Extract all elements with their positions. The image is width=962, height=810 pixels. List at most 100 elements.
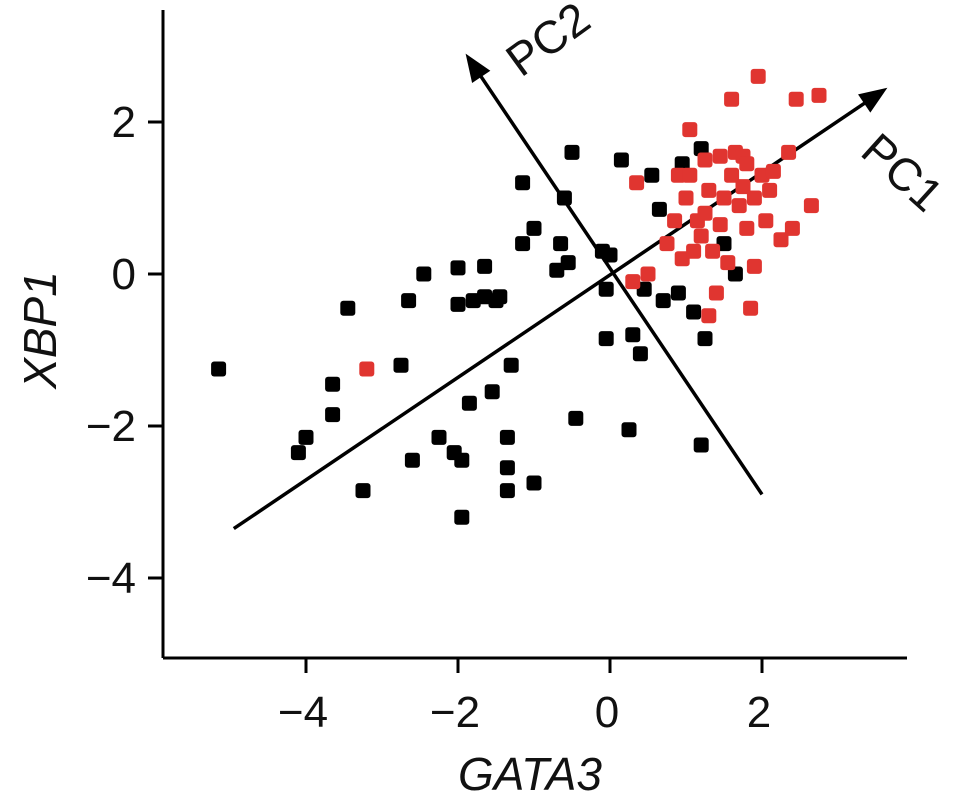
data-point bbox=[739, 156, 755, 172]
data-point bbox=[598, 331, 614, 347]
x-axis-title: GATA3 bbox=[458, 748, 602, 800]
data-point bbox=[765, 163, 781, 179]
data-point bbox=[598, 281, 614, 297]
data-point bbox=[484, 384, 500, 400]
data-point bbox=[632, 346, 648, 362]
data-point bbox=[359, 361, 375, 377]
data-point bbox=[758, 213, 774, 229]
data-point bbox=[404, 452, 420, 468]
data-point bbox=[450, 260, 466, 276]
data-point bbox=[705, 243, 721, 259]
data-point bbox=[651, 201, 667, 217]
data-point bbox=[515, 175, 531, 191]
data-point bbox=[640, 266, 656, 282]
y-tick-label: −2 bbox=[86, 402, 136, 451]
axes bbox=[161, 10, 907, 660]
data-point bbox=[716, 190, 732, 206]
data-point bbox=[560, 255, 576, 271]
data-point bbox=[477, 289, 493, 305]
data-point bbox=[697, 152, 713, 168]
data-point bbox=[499, 483, 515, 499]
data-point bbox=[693, 141, 709, 157]
data-point bbox=[682, 122, 698, 138]
data-point bbox=[503, 357, 519, 373]
data-point bbox=[492, 289, 508, 305]
data-point bbox=[553, 236, 569, 252]
x-tick-label: −2 bbox=[430, 688, 480, 737]
data-point bbox=[784, 220, 800, 236]
y-tick-label: 0 bbox=[112, 250, 136, 299]
data-point bbox=[693, 228, 709, 244]
x-tick-label: 2 bbox=[747, 688, 771, 737]
data-point bbox=[674, 156, 690, 172]
pc-arrows bbox=[232, 53, 888, 531]
data-point bbox=[636, 281, 652, 297]
data-point bbox=[682, 167, 698, 183]
data-point bbox=[686, 243, 702, 259]
data-point bbox=[393, 357, 409, 373]
data-point bbox=[803, 198, 819, 214]
data-point bbox=[708, 285, 724, 301]
data-point bbox=[454, 452, 470, 468]
data-point bbox=[477, 258, 493, 274]
x-tick-label: −4 bbox=[278, 688, 328, 737]
data-point bbox=[340, 300, 356, 316]
data-point bbox=[811, 87, 827, 103]
data-point bbox=[355, 483, 371, 499]
data-point bbox=[613, 152, 629, 168]
data-point bbox=[644, 167, 660, 183]
data-point bbox=[629, 175, 645, 191]
data-point bbox=[670, 285, 686, 301]
data-point bbox=[450, 296, 466, 312]
data-point bbox=[625, 327, 641, 343]
data-point bbox=[659, 236, 675, 252]
data-point bbox=[431, 429, 447, 445]
y-ticks: −4 −2 0 2 bbox=[86, 98, 163, 603]
data-point bbox=[621, 422, 637, 438]
data-point bbox=[556, 190, 572, 206]
data-point bbox=[743, 300, 759, 316]
x-ticks: −4 −2 0 2 bbox=[278, 658, 771, 737]
data-point bbox=[701, 182, 717, 198]
data-point bbox=[290, 445, 306, 461]
pc-arrow-label: PC1 bbox=[852, 123, 953, 222]
data-point bbox=[416, 266, 432, 282]
data-point bbox=[465, 293, 481, 309]
data-point bbox=[720, 255, 736, 271]
data-point bbox=[564, 144, 580, 160]
data-point bbox=[549, 262, 565, 278]
data-point bbox=[697, 331, 713, 347]
data-point bbox=[325, 376, 341, 392]
data-point bbox=[788, 91, 804, 107]
data-point bbox=[461, 395, 477, 411]
data-point bbox=[686, 304, 702, 320]
data-point bbox=[724, 167, 740, 183]
data-point bbox=[716, 236, 732, 252]
data-point bbox=[739, 220, 755, 236]
data-point bbox=[727, 266, 743, 282]
data-point bbox=[781, 144, 797, 160]
data-point bbox=[602, 247, 618, 263]
data-point bbox=[773, 232, 789, 248]
data-point bbox=[678, 190, 694, 206]
data-point bbox=[693, 437, 709, 453]
data-point bbox=[568, 410, 584, 426]
data-point bbox=[655, 293, 671, 309]
data-point bbox=[762, 182, 778, 198]
data-point bbox=[735, 179, 751, 195]
data-points bbox=[211, 68, 827, 525]
data-point bbox=[712, 217, 728, 233]
pc-arrow-label: PC2 bbox=[496, 0, 599, 86]
data-point bbox=[401, 293, 417, 309]
data-point bbox=[731, 198, 747, 214]
data-point bbox=[746, 258, 762, 274]
y-tick-label: −4 bbox=[86, 554, 136, 603]
pc-arrow-shaft bbox=[476, 71, 764, 496]
pc-arrowhead-icon bbox=[858, 87, 888, 113]
data-point bbox=[499, 429, 515, 445]
data-point bbox=[515, 236, 531, 252]
pc-arrowhead-icon bbox=[465, 53, 491, 83]
data-point bbox=[454, 509, 470, 525]
pc-labels: PC1 PC2 bbox=[496, 0, 953, 221]
